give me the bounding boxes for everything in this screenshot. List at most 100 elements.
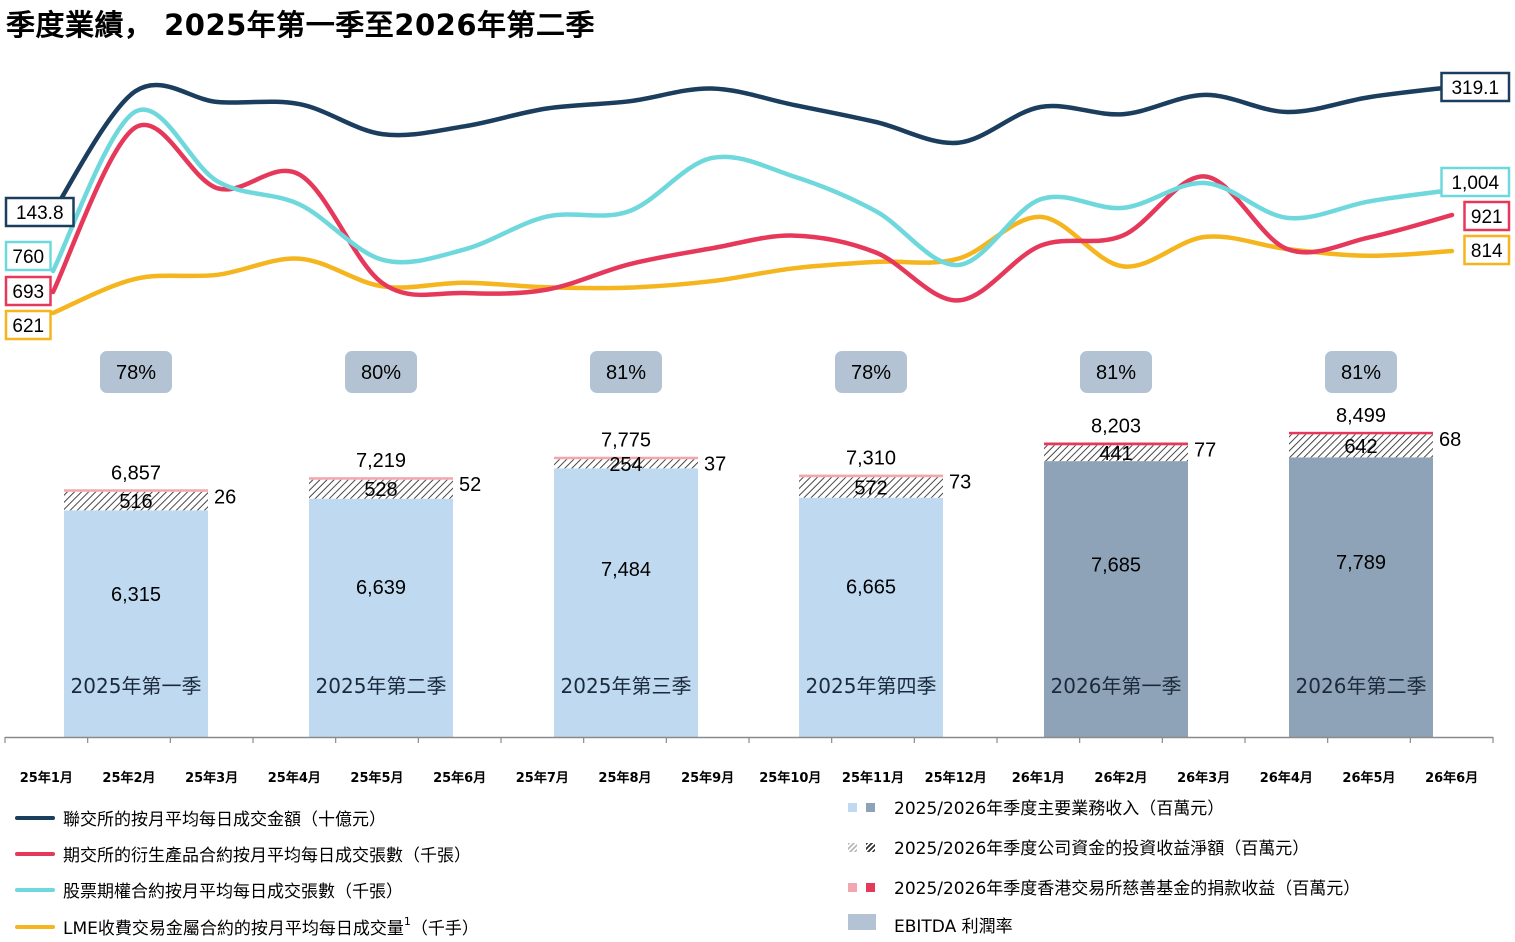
series-start-label: 621 [12,316,44,337]
quarter-bar-group: 6,315 516 26 6,857 2025年第一季 78% [64,351,236,737]
series-end-label-box [1463,234,1511,266]
chart: 6,315 516 26 6,857 2025年第一季 78% 6,639 528 52 7,21… [4,71,1511,786]
ebitda-margin-label: 78% [116,362,156,384]
legend-footnote-mark: 1 [403,914,411,928]
investment-income-bar [554,459,698,469]
investment-income-bar [1044,445,1188,462]
x-tick-label: 25年2月 [102,770,155,786]
x-tick-label: 25年7月 [516,770,569,786]
main-revenue-bar [554,468,698,737]
legend-swatch-square [848,882,857,892]
legend-line-label: LME收費交易金屬合約的按月平均每日成交量 [63,919,404,939]
x-tick-label: 26年6月 [1425,770,1478,786]
series-line-hkex [50,82,1455,215]
legend-swatch-square [848,842,857,852]
quarter-total-label: 8,499 [1336,405,1386,427]
main-revenue-label: 7,685 [1091,554,1141,576]
main-revenue-label: 7,789 [1336,552,1386,574]
investment-income-label: 572 [854,477,887,499]
series-end-label: 814 [1471,241,1503,262]
x-tick-label: 25年6月 [433,770,486,786]
series-end-label: 1,004 [1451,173,1499,194]
legend-bar-label: EBITDA 利潤率 [894,917,1013,937]
investment-income-label: 441 [1099,443,1132,465]
series-start-label-box [4,309,52,341]
ebitda-margin-badge [590,351,662,393]
quarter-bar-group: 7,484 254 37 7,775 2025年第三季 81% [554,351,726,737]
legend-line-label: 股票期權合約按月平均每日成交張數（千張） [63,882,403,902]
ebitda-margin-badge [1325,351,1397,393]
main-revenue-bar [1289,457,1433,737]
series-end-label-box [1463,200,1511,232]
donation-income-bar [1289,431,1433,435]
x-tick-label: 25年1月 [20,770,73,786]
legend-bar-label: 2025/2026年季度主要業務收入（百萬元） [894,799,1225,819]
main-revenue-bar [799,497,943,737]
quarter-total-label: 8,203 [1091,416,1141,438]
legend-line-item: 期交所的衍生產品合約按月平均每日成交張數（千張） [15,841,471,866]
x-tick-label: 26年4月 [1260,770,1313,786]
quarter-total-label: 6,857 [111,462,161,484]
quarter-bar-group: 7,789 642 68 8,499 2026年第二季 81% [1289,351,1461,737]
x-tick-label: 25年5月 [350,770,403,786]
series-start-label-box [4,196,75,228]
ebitda-margin-badge [1080,351,1152,393]
series-start-label: 693 [12,282,44,303]
x-tick-label: 25年10月 [759,770,821,786]
main-revenue-label: 6,639 [356,577,406,599]
legend-bar-swatch [848,877,886,897]
series-start-label-box [4,240,52,272]
line-labels-layer: 143.8 319.1 693 921 760 1,004 621 814 [4,71,1511,341]
legend-line-label: 聯交所的按月平均每日成交金額（十億元） [63,810,386,830]
legend-line-swatch [15,887,55,892]
quarter-bar-group: 6,665 572 73 7,310 2025年第四季 78% [799,351,971,737]
donation-income-label: 52 [459,474,481,496]
legend-line-unit: （千手） [410,919,479,939]
bars-layer: 6,315 516 26 6,857 2025年第一季 78% 6,639 528 52 7,21… [64,351,1461,737]
legend-bar-label: 2025/2026年季度香港交易所慈善基金的捐款收益（百萬元） [894,879,1361,899]
investment-income-bar [799,477,943,498]
series-line-hkfe [50,122,1455,303]
investment-income-label: 528 [364,479,397,501]
donation-income-bar [1044,442,1188,446]
quarter-total-label: 7,775 [601,430,651,452]
main-revenue-label: 6,315 [111,584,161,606]
series-start-label-box [4,275,52,307]
legend-line-item: 股票期權合約按月平均每日成交張數（千張） [15,877,403,902]
quarter-bar-group: 7,685 441 77 8,203 2026年第一季 81% [1044,351,1216,737]
legend-bar-label: 2025/2026年季度公司資金的投資收益淨額（百萬元） [894,839,1310,859]
ebitda-margin-label: 80% [361,362,401,384]
legend-swatch-square [866,882,875,892]
x-tick-label: 25年9月 [681,770,734,786]
legend-bar-item: 2025/2026年季度公司資金的投資收益淨額（百萬元） [848,834,1309,859]
series-end-label-box [1440,166,1511,198]
series-line-options [50,107,1455,274]
main-revenue-bar [64,510,208,737]
ebitda-margin-label: 81% [1096,362,1136,384]
quarter-total-label: 7,219 [356,450,406,472]
ebitda-margin-badge [100,351,172,393]
ebitda-margin-label: 78% [851,362,891,384]
main-revenue-bar [309,498,453,737]
ebitda-margin-label: 81% [606,362,646,384]
x-tick-label: 25年4月 [268,770,321,786]
lines-layer [50,82,1455,316]
legend-bar-item: EBITDA 利潤率 [848,912,1013,937]
legend-line-item: 聯交所的按月平均每日成交金額（十億元） [15,805,386,830]
legend-swatch-square [848,802,857,812]
legend-bar-swatch [848,797,886,817]
donation-income-label: 73 [949,472,971,494]
main-revenue-label: 7,484 [601,559,651,581]
series-line-lme [50,214,1455,316]
series-end-label-box [1440,71,1511,103]
legend-bar-swatch [848,837,886,857]
investment-income-bar [1289,434,1433,458]
main-revenue-label: 6,665 [846,576,896,598]
donation-income-label: 77 [1194,440,1216,462]
series-start-label: 760 [12,247,44,268]
donation-income-label: 26 [214,486,236,508]
legend-line-swatch [15,815,55,820]
legend-line-swatch [15,924,55,929]
quarter-label: 2025年第一季 [71,674,202,698]
x-tick-label: 25年3月 [185,770,238,786]
